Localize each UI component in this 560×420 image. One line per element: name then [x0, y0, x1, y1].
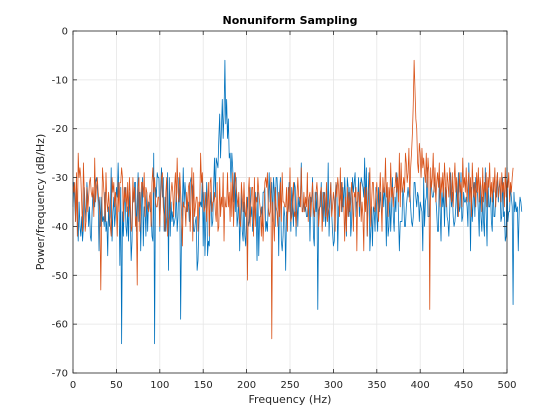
axis-ticks: 0 50 100 150 200 250 300 350 400 450 500 0 -10 -20 -30… — [52, 27, 517, 392]
y-tick-label: -40 — [52, 222, 68, 233]
y-tick-label: -70 — [52, 369, 68, 380]
series-line-1 — [72, 59, 523, 345]
y-tick-label: -10 — [52, 75, 68, 86]
x-tick-label: 500 — [497, 380, 516, 391]
y-tick-label: -20 — [52, 124, 68, 135]
x-tick-label: 100 — [150, 380, 169, 391]
y-axis-label: Power/frequency (dB/Hz) — [34, 134, 47, 271]
x-axis-label: Frequency (Hz) — [249, 393, 332, 406]
x-tick-label: 50 — [110, 380, 123, 391]
x-tick-label: 250 — [280, 380, 299, 391]
x-tick-label: 350 — [367, 380, 386, 391]
y-tick-label: -60 — [52, 320, 68, 331]
chart-title: Nonuniform Sampling — [222, 14, 357, 27]
y-tick-label: -30 — [52, 173, 68, 184]
x-tick-label: 400 — [411, 380, 430, 391]
series-layer — [72, 59, 523, 345]
y-tick-label: -50 — [52, 271, 68, 282]
x-tick-label: 450 — [454, 380, 473, 391]
x-tick-label: 300 — [324, 380, 343, 391]
x-tick-label: 200 — [237, 380, 256, 391]
x-tick-label: 0 — [70, 380, 76, 391]
series-line-2 — [72, 59, 514, 340]
x-tick-label: 150 — [194, 380, 213, 391]
y-tick-label: 0 — [62, 27, 68, 38]
